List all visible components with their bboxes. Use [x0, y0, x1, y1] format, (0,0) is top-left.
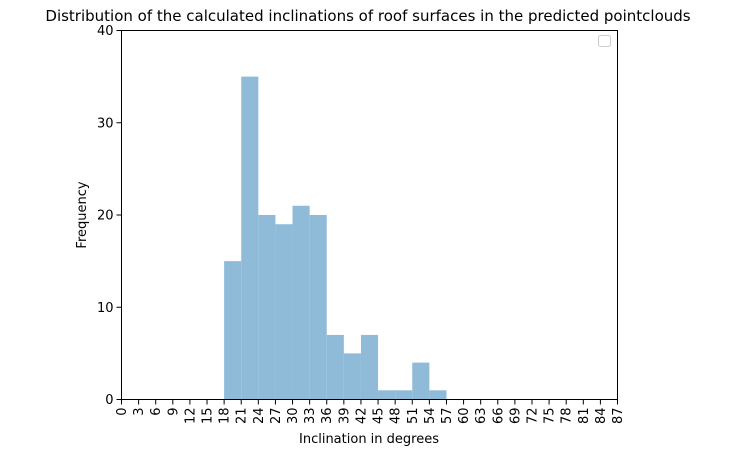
- x-tick-label: 3: [132, 408, 147, 416]
- x-tick-label: 9: [166, 408, 181, 416]
- histogram-bar-39: [343, 353, 361, 400]
- x-tick-label: 78: [560, 408, 575, 425]
- x-tick-label: 18: [218, 408, 233, 425]
- histogram-bar-24: [258, 215, 276, 400]
- bars-group: [224, 76, 447, 400]
- histogram-bar-27: [275, 224, 293, 400]
- x-tick-label: 54: [423, 408, 438, 425]
- x-tick-label: 84: [594, 408, 609, 425]
- x-tick-label: 75: [543, 408, 558, 425]
- histogram-bar-42: [360, 334, 379, 400]
- x-tick-label: 39: [337, 408, 352, 425]
- x-tick-label: 69: [508, 408, 523, 425]
- x-tick-label: 42: [354, 408, 369, 425]
- x-tick-label: 48: [389, 408, 404, 425]
- histogram-bar-45: [378, 390, 396, 400]
- x-tick-label: 45: [372, 408, 387, 425]
- x-tick-label: 87: [611, 408, 626, 425]
- x-tick-label: 66: [491, 408, 506, 425]
- x-axis-label: Inclination in degrees: [299, 432, 439, 447]
- x-tick-label: 15: [201, 408, 216, 425]
- x-tick-label: 57: [440, 408, 455, 425]
- histogram-bar-18: [224, 261, 242, 400]
- x-tick-label: 36: [320, 408, 335, 425]
- histogram-bar-51: [412, 362, 430, 400]
- histogram-bar-30: [292, 205, 310, 400]
- x-tick-label: 81: [577, 408, 592, 425]
- y-axis-label: Frequency: [75, 181, 90, 248]
- x-tick-label: 6: [149, 408, 164, 416]
- x-tick-label: 72: [525, 408, 540, 425]
- x-tick-label: 51: [406, 408, 421, 425]
- legend-box: [598, 35, 611, 47]
- x-tick-label: 24: [252, 408, 267, 425]
- x-tick-label: 60: [457, 408, 472, 425]
- histogram-bar-54: [429, 390, 447, 400]
- y-tick-label: 0: [105, 393, 113, 408]
- y-tick-label: 40: [97, 24, 114, 39]
- y-tick-label: 20: [97, 209, 114, 224]
- histogram-bar-36: [326, 334, 344, 400]
- histogram-bar-21: [241, 76, 259, 400]
- histogram-bar-48: [395, 390, 413, 400]
- x-tick-label: 12: [183, 408, 198, 425]
- x-tick-label: 30: [286, 408, 301, 425]
- x-tick-label: 33: [303, 408, 318, 425]
- x-axis: 0 3 6 9 12 15 18 21 24 27 30 33 36 39 42 45 48 51 54 57 60 63…: [115, 399, 626, 425]
- histogram-bar-33: [309, 215, 327, 400]
- x-tick-label: 0: [115, 408, 130, 416]
- chart-title: Distribution of the calculated inclinati…: [45, 7, 690, 25]
- x-tick-label: 27: [269, 408, 284, 425]
- y-axis: 0 10 20 30 40: [97, 24, 122, 408]
- x-tick-label: 63: [474, 408, 489, 425]
- y-tick-label: 30: [97, 116, 114, 131]
- y-tick-label: 10: [97, 301, 114, 316]
- x-tick-label: 21: [235, 408, 250, 425]
